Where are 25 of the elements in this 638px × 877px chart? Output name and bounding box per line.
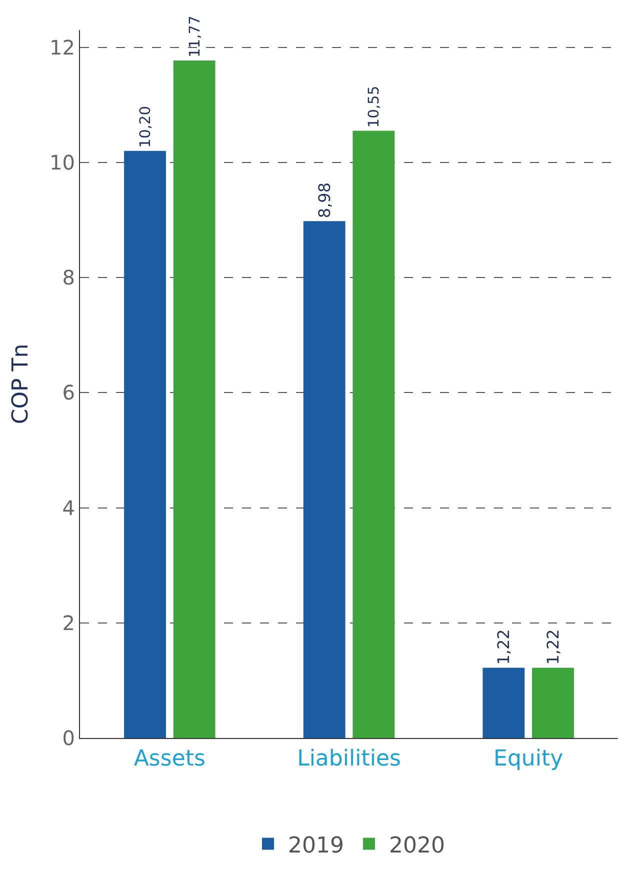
data-label: 10,20: [137, 106, 154, 148]
bar: [532, 668, 574, 738]
legend-label: 2020: [389, 833, 445, 858]
x-tick-label: Equity: [494, 746, 564, 772]
data-label: 10,55: [366, 86, 383, 128]
bar: [124, 150, 166, 738]
y-axis-title: COP Tn: [8, 344, 34, 424]
x-tick-label: Assets: [134, 746, 206, 772]
data-label: 8,98: [314, 182, 334, 218]
bar: [173, 60, 216, 738]
bar: [303, 221, 346, 738]
bar: [352, 130, 395, 738]
data-label: 11,77: [186, 16, 204, 58]
x-tick-label: Liabilities: [297, 746, 401, 772]
y-tick-label: 4: [62, 496, 75, 520]
legend-label: 2019: [288, 833, 344, 858]
y-tick-label: 12: [50, 35, 75, 60]
y-tick-label: 8: [62, 266, 75, 290]
y-tick-label: 0: [62, 726, 75, 750]
y-tick-label: 10: [50, 150, 75, 174]
data-label: 1,22: [494, 629, 514, 665]
bar: [482, 668, 525, 738]
y-tick-label: 2: [62, 610, 75, 635]
data-label: 1,22: [543, 629, 562, 665]
y-tick-label: 6: [62, 380, 75, 405]
